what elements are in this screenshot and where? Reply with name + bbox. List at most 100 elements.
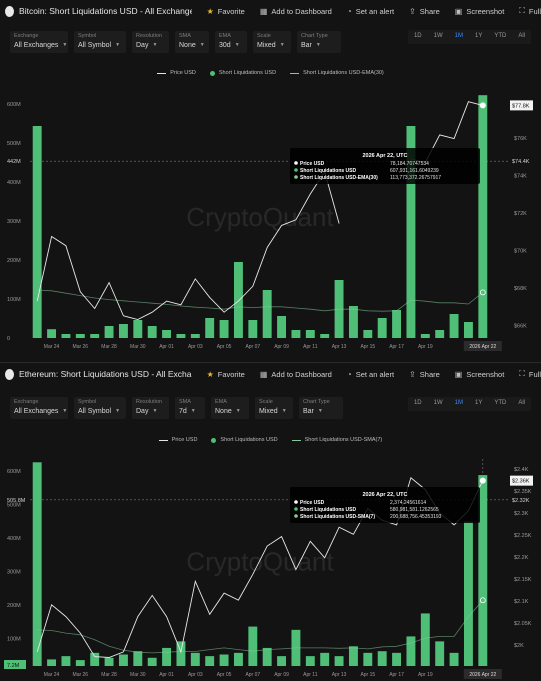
x-tick-label: Mar 24 [44, 344, 60, 350]
ctrl-value: 7d [179, 408, 187, 415]
range-ytd[interactable]: YTD [494, 400, 507, 406]
star-icon: ★ [206, 6, 214, 16]
tooltip-row-value: 78,184.70747534 [390, 161, 429, 167]
btc-screenshot-label: Screenshot [466, 6, 505, 16]
btc-resolution-select[interactable]: Resolution Day ▼ [132, 31, 169, 53]
btc-chart: 600M 500M 400M 300M 200M 100M 0 $76K $74K $72K $70… [7, 95, 533, 351]
btc-alert-button[interactable]: ◔ Set an alert [347, 7, 394, 16]
bar [406, 126, 416, 338]
eth-share-button[interactable]: ⇪ Share [409, 370, 440, 379]
eth-symbol-select[interactable]: Symbol All Symbol ▼ [74, 397, 126, 419]
bar [32, 462, 42, 666]
bar-marker-box [4, 660, 26, 669]
legend-short-liq[interactable]: Short Liquidations USD [211, 437, 278, 443]
eth-scale-select[interactable]: Scale Mixed ▼ [255, 397, 293, 419]
range-1d[interactable]: 1D [413, 33, 422, 39]
chevron-down-icon: ▼ [62, 42, 68, 48]
btc-topbar: Bitcoin: Short Liquidations USD - All Ex… [0, 0, 541, 22]
btc-ema-select[interactable]: EMA 30d ▼ [215, 31, 247, 53]
btc-sma-select[interactable]: SMA None ▼ [175, 31, 209, 53]
bar [334, 656, 344, 666]
x-tick-label: Apr 05 [217, 344, 232, 350]
x-tick-label: Apr 01 [159, 344, 174, 350]
legend-label: Short Liquidations USD-SMA(7) [304, 437, 383, 443]
eth-exchange-select[interactable]: Exchange All Exchanges ▼ [10, 397, 68, 419]
line-swatch [158, 439, 168, 441]
x-tick-label: 2026 Apr 22 [469, 672, 496, 678]
range-1y[interactable]: 1Y [474, 33, 483, 39]
btc-range-selector: 1D 1W 1M 1Y YTD All [407, 30, 531, 44]
btc-scale-select[interactable]: Scale Mixed ▼ [253, 31, 291, 53]
range-all[interactable]: All [518, 33, 525, 39]
y-tick-label: 200M [7, 258, 21, 264]
tooltip-row-value: 580,981,581.1262565 [390, 507, 439, 513]
bar [32, 126, 42, 338]
range-1m[interactable]: 1M [454, 400, 463, 406]
bar [463, 521, 473, 666]
eth-chart-title: Ethereum: Short Liquidations USD - All E… [19, 369, 192, 379]
ctrl-value: None [179, 42, 196, 49]
tooltip-box [290, 148, 480, 184]
legend-price[interactable]: Price USD [157, 70, 196, 76]
tooltip-row-value: 2,374.24561614 [390, 500, 426, 506]
eth-ema-select[interactable]: EMA None ▼ [211, 397, 249, 419]
btc-chart-title: Bitcoin: Short Liquidations USD - All Ex… [19, 6, 192, 16]
bar [90, 334, 100, 338]
eth-full-label: Full [528, 369, 541, 379]
eth-share-label: Share [419, 369, 440, 379]
legend-ema[interactable]: Short Liquidations USD-EMA(30) [290, 70, 384, 76]
bar [420, 613, 430, 666]
bar [147, 657, 157, 666]
eth-legend: Price USD Short Liquidations USD Short L… [0, 437, 541, 443]
range-all[interactable]: All [518, 400, 525, 406]
btc-full-button[interactable]: ⛶ Full [519, 6, 541, 16]
legend-label: Short Liquidations USD [218, 70, 277, 76]
range-1m[interactable]: 1M [454, 33, 463, 39]
tooltip-dot [294, 514, 298, 518]
eth-screenshot-button[interactable]: ▣ Screenshot [455, 370, 505, 379]
btc-share-button[interactable]: ⇪ Share [409, 7, 440, 16]
bar [104, 326, 114, 338]
y-tick-label: 300M [7, 219, 21, 225]
range-1w[interactable]: 1W [433, 33, 443, 39]
range-1w[interactable]: 1W [433, 400, 443, 406]
bar [205, 318, 215, 338]
tooltip-dot [294, 507, 298, 511]
chevron-down-icon: ▼ [235, 408, 241, 414]
btc-charttype-select[interactable]: Chart Type Bar ▼ [297, 31, 341, 53]
btc-symbol-select[interactable]: Symbol All Symbol ▼ [74, 31, 126, 53]
eth-favorite-button[interactable]: ★ Favorite [207, 370, 245, 379]
btc-exchange-select[interactable]: Exchange All Exchanges ▼ [10, 31, 68, 53]
x-tick-label: Apr 07 [245, 672, 260, 678]
bar [348, 646, 358, 666]
x-tick-label: Apr 19 [418, 344, 433, 350]
bar [478, 475, 488, 666]
watermark: CryptoQuant [186, 202, 334, 232]
eth-alert-button[interactable]: ◔ Set an alert [347, 370, 394, 379]
x-tick-label: Apr 03 [188, 344, 203, 350]
bar [176, 334, 186, 338]
bar [478, 95, 488, 338]
btc-screenshot-button[interactable]: ▣ Screenshot [455, 7, 505, 16]
eth-full-button[interactable]: ⛶ Full [519, 369, 541, 379]
range-1y[interactable]: 1Y [474, 400, 483, 406]
bitcoin-icon [5, 5, 15, 17]
legend-short-liq[interactable]: Short Liquidations USD [209, 70, 277, 76]
y2-tick-label: $2K [514, 643, 524, 649]
btc-favorite-button[interactable]: ★ Favorite [207, 7, 245, 16]
legend-price[interactable]: Price USD [158, 437, 197, 443]
eth-resolution-select[interactable]: Resolution Day ▼ [132, 397, 169, 419]
range-1d[interactable]: 1D [413, 400, 422, 406]
range-ytd[interactable]: YTD [494, 33, 507, 39]
eth-charttype-select[interactable]: Chart Type Bar ▼ [299, 397, 343, 419]
legend-sma[interactable]: Short Liquidations USD-SMA(7) [291, 437, 383, 443]
btc-dashboard-button[interactable]: ▦ Add to Dashboard [260, 7, 332, 16]
ctrl-label: Exchange [14, 399, 39, 405]
eth-sma-select[interactable]: SMA 7d ▼ [175, 397, 205, 419]
bar [133, 651, 143, 666]
x-tick-label: Apr 13 [332, 344, 347, 350]
eth-dashboard-button[interactable]: ▦ Add to Dashboard [260, 370, 332, 379]
bar [277, 656, 287, 666]
ctrl-label: SMA [179, 33, 191, 39]
x-tick-label: 2026 Apr 22 [469, 344, 496, 350]
